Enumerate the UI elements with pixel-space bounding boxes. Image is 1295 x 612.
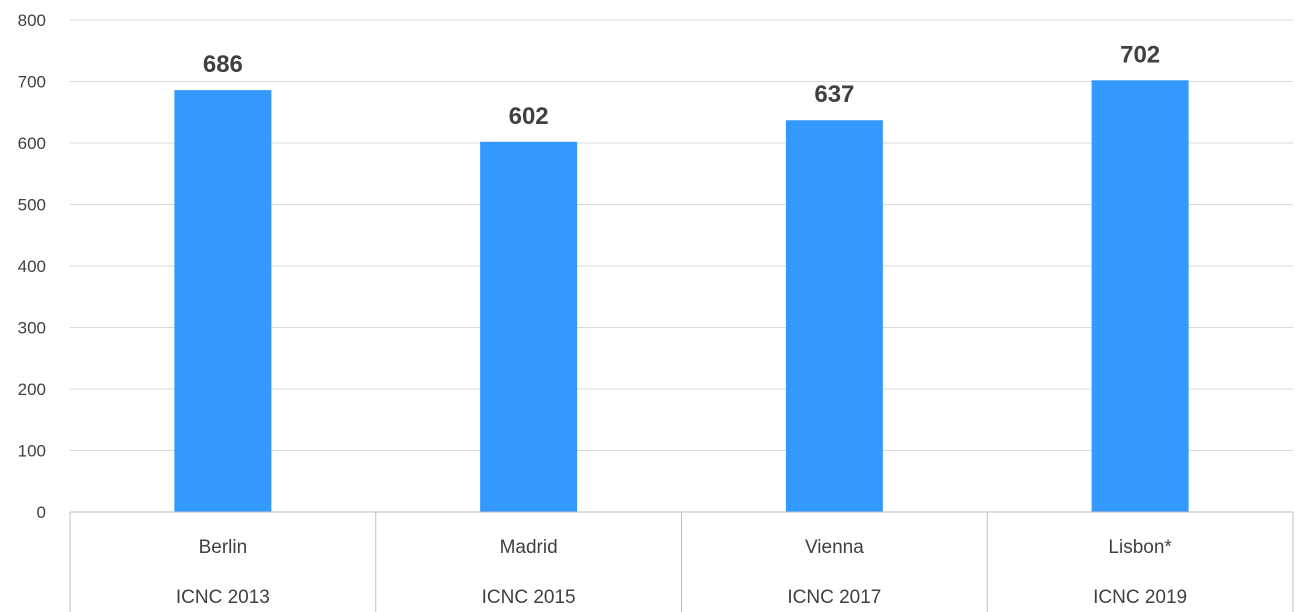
bar (174, 90, 272, 513)
category-table: Berlin ICNC 2013 Madrid ICNC 2015 Vienna ICNC… (69, 511, 1294, 612)
category-label-city: Vienna (805, 537, 864, 558)
bar (1091, 80, 1189, 513)
data-label: 686 (203, 51, 243, 78)
y-tick-label: 600 (18, 134, 46, 153)
data-labels: 686 602 637 702 (203, 41, 1160, 129)
data-label: 702 (1120, 41, 1160, 68)
y-axis-tick-labels: 0 100 200 300 400 500 600 700 800 (18, 11, 46, 522)
y-tick-label: 700 (18, 73, 46, 92)
data-label: 637 (814, 81, 854, 108)
bars (174, 80, 1189, 513)
y-tick-label: 100 (18, 442, 46, 461)
category-label-city: Berlin (199, 537, 248, 558)
y-tick-label: 300 (18, 319, 46, 338)
bar (785, 120, 883, 513)
category-label-event: ICNC 2013 (176, 587, 270, 608)
y-tick-label: 0 (37, 503, 46, 522)
category-label-city: Madrid (500, 537, 558, 558)
category-label-event: ICNC 2017 (787, 587, 881, 608)
data-label: 602 (509, 103, 549, 130)
y-tick-label: 400 (18, 257, 46, 276)
y-tick-label: 800 (18, 11, 46, 30)
category-label-event: ICNC 2019 (1093, 587, 1187, 608)
category-label-event: ICNC 2015 (482, 587, 576, 608)
bar (480, 141, 578, 512)
y-tick-label: 200 (18, 380, 46, 399)
y-tick-label: 500 (18, 196, 46, 215)
gridlines (70, 19, 1293, 451)
category-label-city: Lisbon* (1108, 537, 1172, 558)
